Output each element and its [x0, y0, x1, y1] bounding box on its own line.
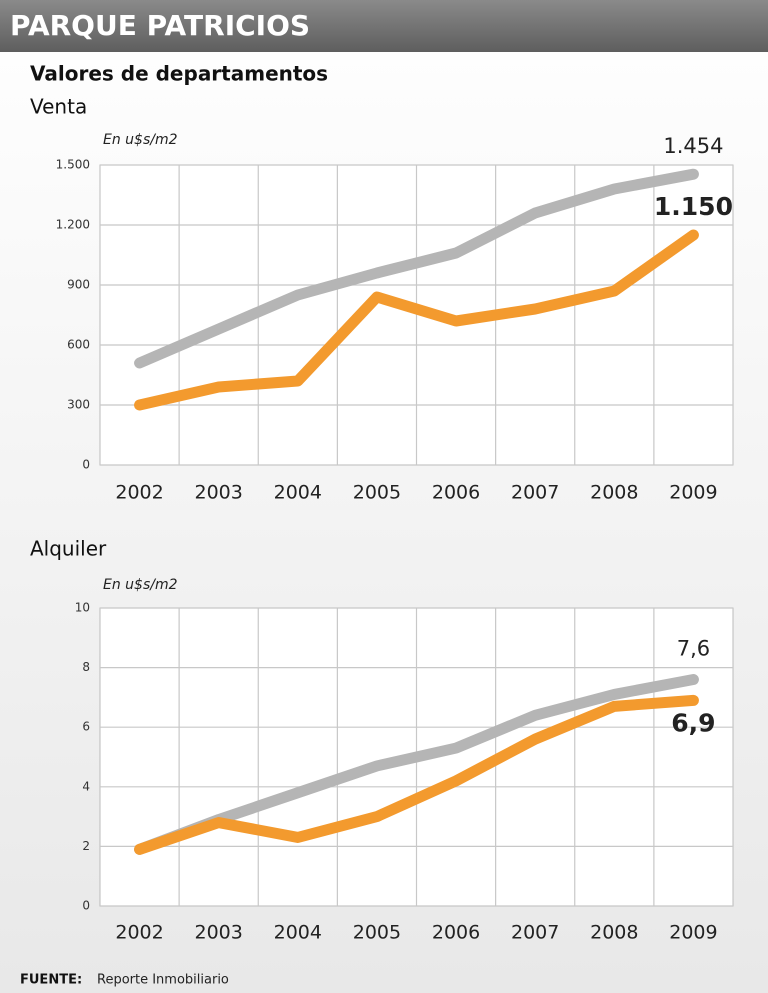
- y-tick-label: 2: [82, 839, 90, 853]
- footer-label: FUENTE:: [20, 973, 82, 988]
- subtitle: Valores de departamentos: [30, 62, 328, 86]
- series-line: [134, 168, 699, 369]
- value-label: 1.150: [654, 192, 733, 221]
- x-tick-label: 2002: [115, 922, 163, 944]
- value-label: 7,6: [677, 637, 710, 661]
- x-tick-label: 2002: [115, 482, 163, 504]
- y-tick-label: 300: [67, 398, 90, 412]
- x-tick-label: 2005: [353, 922, 401, 944]
- y-tick-label: 10: [75, 601, 90, 615]
- x-tick-label: 2005: [353, 482, 401, 504]
- x-tick-label: 2004: [274, 922, 322, 944]
- value-label: 6,9: [671, 708, 715, 737]
- series-line: [134, 229, 699, 411]
- y-tick-label: 4: [82, 779, 90, 793]
- y-tick-label: 0: [82, 899, 90, 913]
- chart-title: Alquiler: [30, 537, 107, 561]
- x-tick-label: 2006: [432, 482, 480, 504]
- y-tick-label: 6: [82, 720, 90, 734]
- x-tick-label: 2009: [669, 922, 717, 944]
- axis-unit: En u$s/m2: [103, 132, 178, 148]
- x-tick-label: 2003: [195, 482, 243, 504]
- x-tick-label: 2006: [432, 922, 480, 944]
- y-tick-label: 600: [67, 338, 90, 352]
- y-tick-label: 0: [82, 458, 90, 472]
- series-line: [134, 674, 699, 855]
- header-title: PARQUE PATRICIOS: [10, 9, 310, 42]
- footer-source: Reporte Inmobiliario: [97, 973, 229, 988]
- y-tick-label: 1.200: [56, 218, 90, 232]
- x-tick-label: 2008: [590, 482, 638, 504]
- y-tick-label: 900: [67, 278, 90, 292]
- chart-title: Venta: [30, 95, 87, 119]
- y-tick-label: 1.500: [56, 158, 90, 172]
- x-tick-label: 2009: [669, 482, 717, 504]
- x-tick-label: 2007: [511, 482, 559, 504]
- x-tick-label: 2008: [590, 922, 638, 944]
- axis-unit: En u$s/m2: [103, 577, 178, 593]
- x-tick-label: 2007: [511, 922, 559, 944]
- x-tick-label: 2003: [195, 922, 243, 944]
- series-line: [134, 694, 699, 855]
- value-label: 1.454: [663, 134, 723, 158]
- header-band: [0, 0, 768, 52]
- y-tick-label: 8: [82, 660, 90, 674]
- x-tick-label: 2004: [274, 482, 322, 504]
